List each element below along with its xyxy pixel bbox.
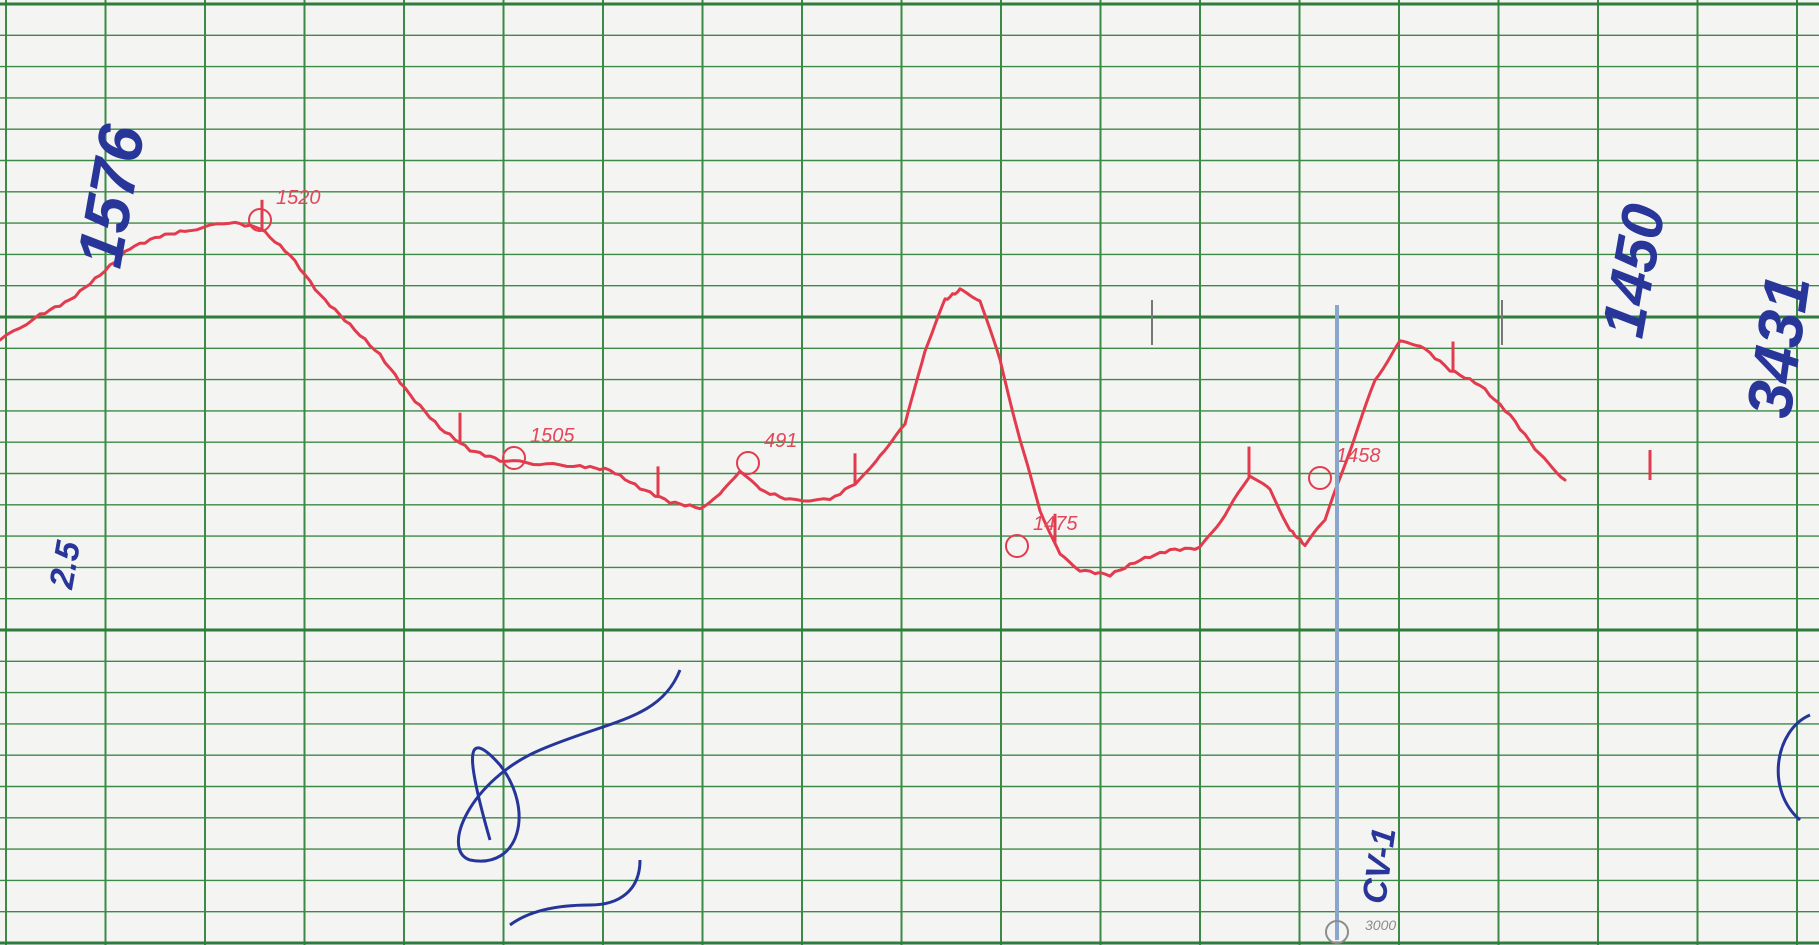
annotation-label: 1505: [530, 425, 575, 447]
handwritten-ink: [457, 305, 1811, 940]
annotation-circle: [248, 208, 272, 232]
annotation-label: 1475: [1033, 513, 1078, 535]
annotation-label: 491: [764, 430, 797, 452]
annotation-circle: [502, 446, 526, 470]
marker-circle-bottom: [1325, 920, 1349, 944]
handwritten-2-5: 2.5: [42, 537, 88, 592]
annotation-circle: [736, 451, 760, 475]
event-ticks: [260, 199, 1652, 544]
annotation-circle: [1308, 466, 1332, 490]
trace-line: [0, 220, 1567, 578]
label-3000: 3000: [1365, 917, 1396, 933]
annotation-layer: 1520 1505 491 1475 1458: [248, 187, 1381, 558]
annotation-circle: [1005, 534, 1029, 558]
ink-scribble: [457, 669, 682, 863]
ink-scribble-lower: [509, 859, 642, 927]
ink-arc-right: [1776, 713, 1811, 822]
annotation-label: 1458: [1336, 445, 1381, 467]
annotation-label: 1520: [276, 187, 321, 209]
